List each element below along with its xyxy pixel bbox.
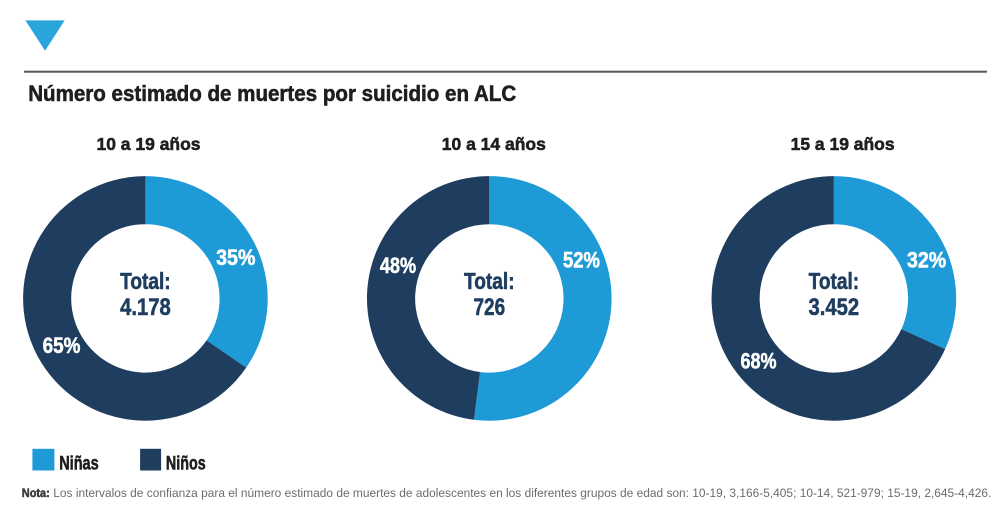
svg-text:Número estimado de muertes por: Número estimado de muertes por suicidio …	[28, 81, 516, 106]
svg-text:Total:: Total:	[809, 268, 860, 294]
svg-text:10 a 14 años: 10 a 14 años	[442, 134, 546, 154]
svg-text:32%: 32%	[907, 247, 946, 272]
svg-text:15 a 19 años: 15 a 19 años	[791, 134, 895, 154]
svg-text:Niños: Niños	[166, 454, 206, 475]
svg-text:Nota:: Nota:	[22, 486, 50, 500]
svg-text:4.178: 4.178	[120, 294, 171, 321]
svg-text:10 a 19 años: 10 a 19 años	[97, 134, 201, 154]
svg-text:52%: 52%	[563, 247, 600, 272]
svg-text:Total:: Total:	[120, 268, 171, 294]
svg-text:Total:: Total:	[464, 268, 515, 294]
svg-text:65%: 65%	[43, 333, 81, 358]
svg-text:726: 726	[474, 294, 506, 321]
svg-text:Niñas: Niñas	[59, 454, 98, 475]
svg-text:3.452: 3.452	[809, 294, 860, 321]
svg-text:68%: 68%	[740, 349, 776, 374]
svg-text:35%: 35%	[216, 245, 255, 270]
svg-text:48%: 48%	[380, 253, 416, 278]
svg-text:Los intervalos de confianza pa: Los intervalos de confianza para el núme…	[53, 486, 991, 500]
